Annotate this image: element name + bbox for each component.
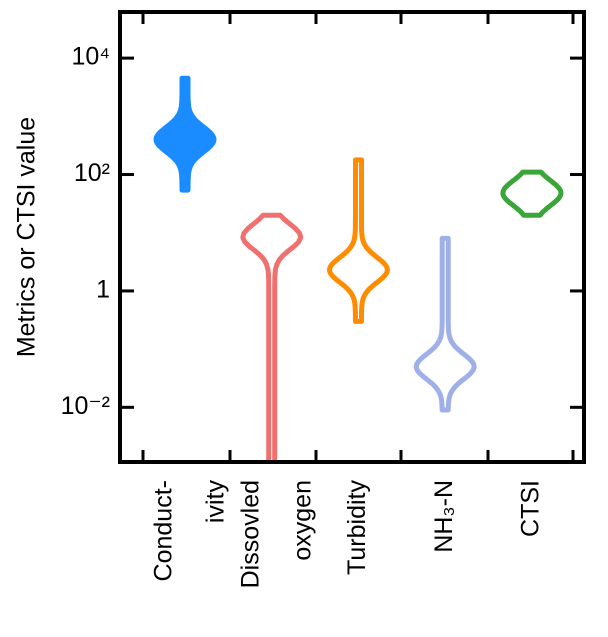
y-tick-label: 1 (96, 276, 110, 304)
x-tick-label: NH₃-N (430, 480, 458, 553)
x-tick-label: oxygen (288, 480, 316, 561)
violin (413, 235, 477, 413)
violin (153, 75, 217, 193)
y-tick-label: 10⁴ (71, 43, 110, 71)
plot-area (153, 75, 564, 462)
y-tick-label: 10⁻² (61, 392, 110, 420)
x-tick-label: Dissovled (236, 480, 264, 588)
x-tick-label: ivity (202, 480, 230, 524)
y-tick-label: 10² (74, 159, 110, 187)
x-tick-label: Turbidity (343, 480, 371, 575)
plot-frame (118, 10, 586, 464)
x-tick-label: Conduct- (150, 480, 178, 581)
violin (500, 169, 564, 218)
y-axis-label: Metrics or CTSI value (13, 117, 41, 357)
violin (327, 157, 390, 324)
violin (240, 212, 304, 462)
x-tick-label: CTSI (517, 480, 545, 537)
x-ticks (141, 12, 575, 462)
